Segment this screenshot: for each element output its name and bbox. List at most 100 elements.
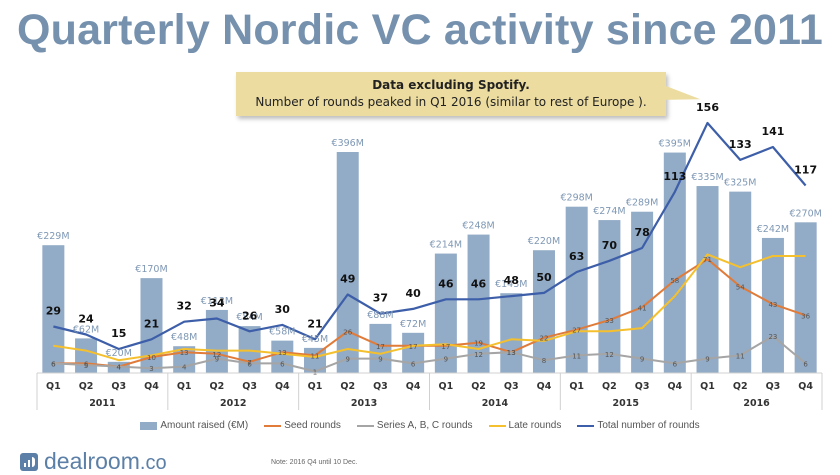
data-label-series-abc: 6 [280,360,285,368]
x-tick-quarter: Q3 [111,381,126,392]
data-label-series-abc: 6 [51,360,56,368]
callout-box: Data excluding Spotify. Number of rounds… [236,72,666,116]
data-label-series-abc: 12 [474,351,483,359]
bar-value-label: €220M [528,236,560,247]
x-tick-quarter: Q3 [373,381,388,392]
bar-value-label: €274M [593,206,625,217]
bar-amount-raised [729,191,752,373]
bar-value-label: €48M [171,332,197,343]
data-label-total: 40 [405,287,421,300]
bar-value-label: €143M [495,279,527,290]
data-label-total: 46 [471,277,487,290]
bar-amount-raised [205,309,228,373]
data-label-seed: 4 [117,364,122,372]
legend-label-seed: Seed rounds [284,420,341,431]
data-label-total: 29 [46,305,61,318]
data-label-series-abc: 9 [345,356,349,364]
legend-label-amount: Amount raised (€M) [160,420,249,431]
data-label-seed: 13 [507,349,516,357]
data-label-series-abc: 3 [149,365,153,373]
data-label-seed: 36 [801,312,810,320]
bar-value-label: €229M [37,231,69,242]
x-tick-quarter: Q1 [439,381,454,392]
bar-amount-raised [500,293,523,373]
logo-suffix-text: .co [139,452,167,474]
legend-swatch-amount [140,421,158,430]
x-tick-quarter: Q4 [275,381,290,392]
data-label-series-abc: 11 [736,352,745,360]
data-label-seed: 58 [670,277,679,285]
legend-item-total: Total number of rounds [577,420,700,431]
data-label-total: 21 [307,317,322,330]
legend-item-late: Late rounds [488,420,561,431]
data-label-seed: 71 [703,256,712,264]
x-tick-year: 2016 [743,398,770,409]
legend-item-seed: Seed rounds [264,420,341,431]
legend-swatch-series-abc [356,424,374,427]
data-label-total: 48 [504,274,519,287]
bar-value-label: €62M [73,324,99,335]
bar-amount-raised [565,206,588,373]
x-tick-quarter: Q2 [733,381,748,392]
data-label-series-abc: 1 [313,368,317,376]
bar-amount-raised [42,245,65,373]
bar-value-label: €396M [332,138,364,149]
data-label-series-abc: 12 [605,351,614,359]
bar-value-label: €395M [659,139,691,150]
data-label-seed: 17 [441,343,450,351]
data-label-series-abc: 6 [673,360,678,368]
x-tick-quarter: Q4 [144,381,159,392]
bar-value-label: €298M [561,193,593,204]
data-label-total: 15 [111,327,126,340]
legend-item-series-abc: Series A, B, C rounds [356,420,473,431]
data-label-series-abc: 6 [247,360,252,368]
bar-amount-raised [631,211,654,373]
bar-amount-raised [369,323,392,373]
data-label-total: 24 [78,313,94,326]
data-label-seed: 17 [376,343,385,351]
line-late-rounds [53,253,806,362]
x-tick-quarter: Q3 [504,381,519,392]
bar-value-label: €58M [269,327,295,338]
x-tick-quarter: Q4 [667,381,682,392]
x-tick-quarter: Q1 [177,381,192,392]
data-label-series-abc: 6 [803,360,808,368]
dealroom-logo: dealroom.co [20,448,167,475]
x-tick-quarter: Q4 [406,381,421,392]
data-label-total: 133 [729,138,752,151]
chart-canvas: €229M €62M €20M €170M €48M €113M€84M €58M €45M €… [36,101,823,410]
data-label-total: 32 [177,300,192,313]
legend-label-total: Total number of rounds [597,420,700,431]
data-label-total: 117 [794,164,817,177]
bar-value-label: €72M [400,319,426,330]
legend-label-series-abc: Series A, B, C rounds [376,420,473,431]
x-tick-quarter: Q3 [766,381,781,392]
data-label-series-abc: 4 [182,364,187,372]
data-label-series-abc: 11 [572,352,581,360]
x-tick-quarter: Q2 [602,381,617,392]
dealroom-logo-icon [20,452,38,471]
bar-value-label: €84M [236,312,262,323]
callout-line-1: Data excluding Spotify. [372,78,530,92]
bar-value-label: €113M [201,296,233,307]
data-label-total: 63 [569,250,584,263]
data-label-total: 70 [602,239,618,252]
line-series-a-b-c-rounds [53,335,807,373]
data-label-series-abc: 8 [542,357,546,365]
data-label-seed: 43 [768,301,777,309]
data-label-series-abc: 9 [444,356,448,364]
line-seed-rounds [53,258,806,368]
data-label-total: 46 [438,277,454,290]
data-label-series-abc: 4 [117,364,122,372]
data-label-total: 78 [634,226,649,239]
x-tick-year: 2014 [482,398,509,409]
data-label-series-abc: 9 [705,356,709,364]
data-label-total: 30 [275,303,291,316]
x-tick-year: 2015 [613,398,639,409]
x-tick-year: 2013 [351,398,377,409]
data-label-seed: 10 [147,354,156,362]
line-total-number-of-rounds [53,121,807,351]
logo-main-text: dealroom [44,448,140,474]
bar-value-label: €20M [106,348,132,359]
data-label-seed: 7 [247,359,251,367]
